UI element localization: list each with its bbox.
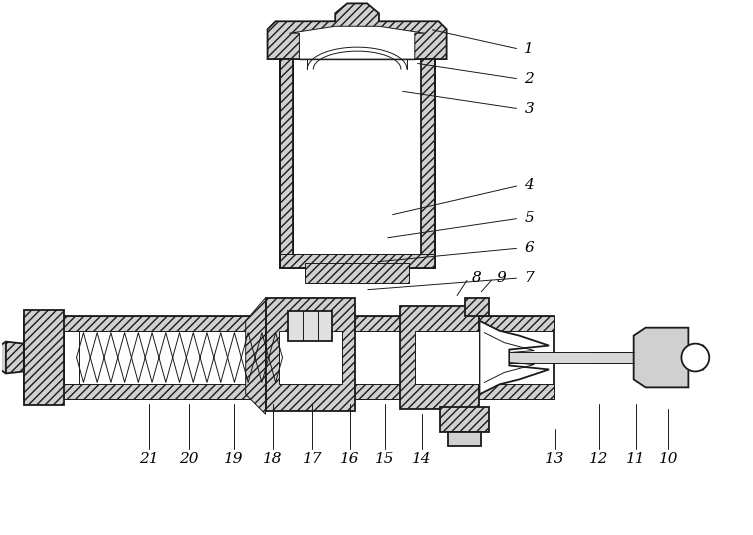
Bar (24, 384, 554, 399)
Text: 20: 20 (179, 452, 199, 466)
Bar (24, 316, 554, 331)
Text: 13: 13 (545, 452, 565, 466)
Text: 5: 5 (524, 211, 534, 225)
Text: 7: 7 (524, 271, 534, 285)
Text: 21: 21 (139, 452, 159, 466)
Text: 2: 2 (524, 72, 534, 86)
Bar (24, 316, 554, 399)
Bar (447, 432, 481, 446)
Text: 18: 18 (263, 452, 282, 466)
Bar (421, 59, 434, 268)
Text: 17: 17 (303, 452, 322, 466)
Text: 15: 15 (375, 452, 395, 466)
Bar (305, 263, 410, 283)
Bar (415, 331, 480, 384)
Polygon shape (480, 320, 549, 394)
Bar (440, 407, 489, 432)
Polygon shape (289, 26, 425, 59)
Text: 1: 1 (524, 42, 534, 56)
Bar (279, 59, 294, 268)
Text: 6: 6 (524, 241, 534, 255)
Circle shape (681, 343, 709, 371)
Polygon shape (245, 298, 266, 414)
Polygon shape (0, 342, 6, 373)
Text: 19: 19 (224, 452, 243, 466)
Text: 14: 14 (412, 452, 431, 466)
Bar (266, 298, 355, 411)
Bar (509, 351, 634, 363)
Bar (279, 254, 434, 268)
Text: 12: 12 (589, 452, 608, 466)
Text: 16: 16 (340, 452, 360, 466)
Polygon shape (634, 327, 703, 387)
Polygon shape (2, 342, 24, 373)
Bar (294, 59, 421, 254)
Bar (465, 298, 489, 316)
Text: 4: 4 (524, 179, 534, 193)
Text: 8: 8 (471, 271, 481, 285)
Text: 10: 10 (659, 452, 678, 466)
Bar (24, 310, 64, 406)
Bar (400, 306, 480, 409)
Bar (279, 331, 342, 384)
Bar (288, 311, 332, 341)
Text: 3: 3 (524, 102, 534, 116)
Bar (64, 331, 78, 384)
Text: 11: 11 (626, 452, 645, 466)
Polygon shape (267, 3, 447, 59)
Text: 9: 9 (496, 271, 506, 285)
